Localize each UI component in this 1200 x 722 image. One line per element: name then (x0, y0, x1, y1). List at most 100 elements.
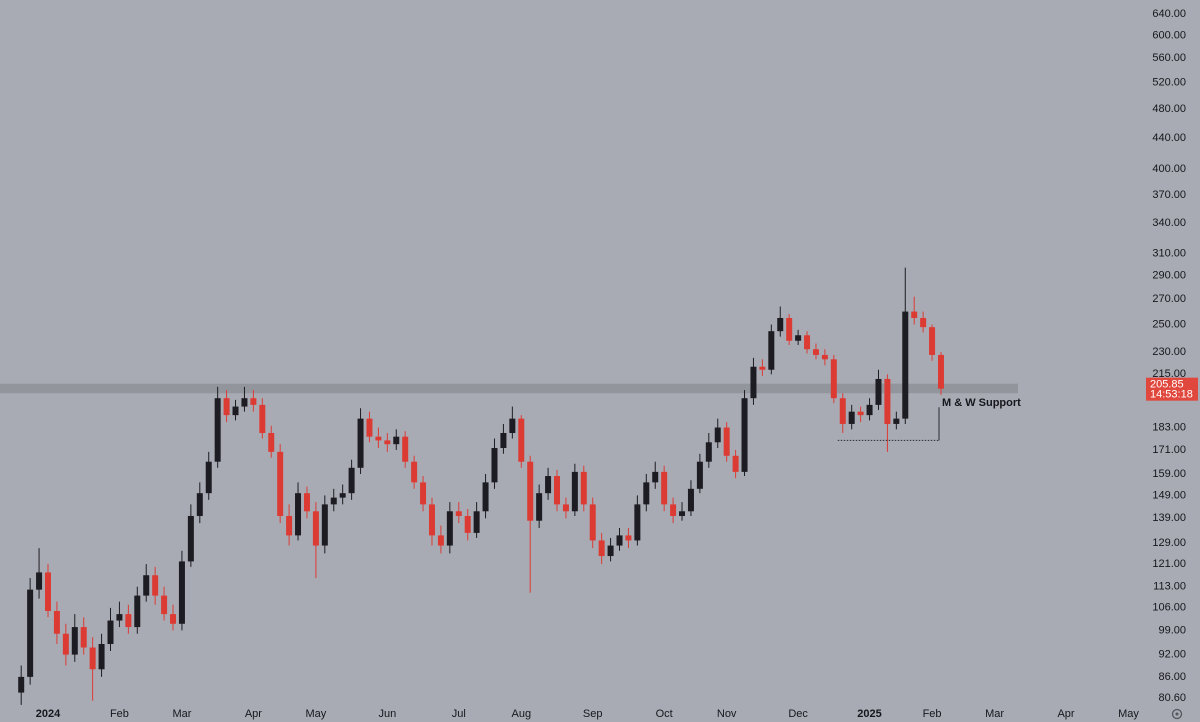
countdown: 14:53:18 (1150, 389, 1193, 401)
candle-body (71, 627, 78, 655)
candle-body (670, 504, 677, 516)
y-tick-label: 560.00 (1152, 52, 1186, 64)
candle-body (384, 440, 391, 445)
y-tick-label: 310.00 (1152, 247, 1186, 259)
y-tick-label: 149.00 (1152, 489, 1186, 501)
candle-body (812, 349, 819, 355)
candle-body (196, 493, 203, 516)
y-tick-label: 183.00 (1152, 421, 1186, 433)
candle-body (303, 493, 310, 512)
candle-body (187, 515, 194, 562)
y-tick-label: 520.00 (1152, 77, 1186, 89)
candle-body (178, 561, 185, 624)
candle-body (571, 471, 578, 512)
candle-body (36, 572, 43, 590)
x-tick-label: Feb (110, 708, 129, 720)
candle-body (750, 366, 757, 399)
candle-body (232, 406, 239, 416)
candle-body (875, 378, 882, 405)
candle-body (89, 647, 96, 670)
y-tick-label: 86.00 (1158, 671, 1186, 683)
candle-body (848, 411, 855, 424)
y-tick-label: 270.00 (1152, 293, 1186, 305)
candle-body (607, 545, 614, 557)
settings-icon[interactable] (1171, 708, 1183, 720)
candle-body (893, 418, 900, 424)
candle-body (902, 311, 909, 419)
candle-body (437, 535, 444, 546)
candle-body (250, 398, 257, 405)
candle-body (62, 633, 69, 655)
y-tick-label: 640.00 (1152, 8, 1186, 20)
x-tick-label: Feb (923, 708, 942, 720)
y-tick-label: 139.00 (1152, 512, 1186, 524)
candle-body (455, 511, 462, 516)
candle-body (134, 595, 141, 628)
candle-body (27, 589, 34, 677)
candle-body (446, 511, 453, 546)
candle-body (741, 398, 748, 472)
candle-body (366, 418, 373, 437)
y-tick-label: 440.00 (1152, 132, 1186, 144)
candle-body (357, 418, 364, 468)
candle-body (679, 511, 686, 516)
candle-body (53, 610, 60, 634)
candle-body (857, 411, 864, 416)
candle-body (777, 317, 784, 332)
candle-body (723, 427, 730, 456)
candle-body (402, 436, 409, 462)
candle-body (536, 493, 543, 521)
y-tick-label: 106.00 (1152, 602, 1186, 614)
candle-body (786, 317, 793, 341)
y-tick-label: 290.00 (1152, 269, 1186, 281)
candle-body (259, 404, 266, 433)
candle-body (107, 620, 114, 645)
x-tick-label: Aug (511, 708, 531, 720)
candle-body (598, 540, 605, 557)
y-tick-label: 129.00 (1152, 537, 1186, 549)
y-tick-label: 230.00 (1152, 346, 1186, 358)
candle-body (348, 467, 355, 494)
candle-body (277, 451, 284, 516)
x-tick-label: Mar (985, 708, 1004, 720)
candle-body (18, 676, 25, 693)
candle-body (714, 427, 721, 443)
candle-body (205, 461, 212, 494)
candle-body (732, 455, 739, 472)
candle-body (491, 448, 498, 483)
candle-body (687, 488, 694, 512)
candle-body (580, 471, 587, 505)
y-tick-label: 480.00 (1152, 103, 1186, 115)
candle-body (286, 515, 293, 536)
y-tick-label: 121.00 (1152, 558, 1186, 570)
candle-body (321, 504, 328, 546)
x-tick-label: May (1118, 708, 1139, 720)
y-tick-label: 400.00 (1152, 163, 1186, 175)
y-tick-label: 80.60 (1158, 692, 1186, 704)
candle-body (759, 366, 766, 370)
candle-body (884, 378, 891, 424)
y-tick-label: 215.00 (1152, 368, 1186, 380)
x-tick-label: 2024 (36, 708, 61, 720)
candle-body (625, 535, 632, 541)
x-tick-label: Sep (583, 708, 603, 720)
x-tick-label: Jul (452, 708, 466, 720)
candle-body (589, 504, 596, 541)
candle-body (295, 493, 302, 536)
candle-body (411, 461, 418, 483)
candle-body (911, 311, 918, 318)
candle-body (152, 575, 159, 596)
y-tick-label: 250.00 (1152, 318, 1186, 330)
candle-body (330, 497, 337, 505)
y-tick-label: 92.00 (1158, 649, 1186, 661)
candle-body (696, 461, 703, 489)
x-tick-label: Dec (788, 708, 808, 720)
y-tick-label: 159.00 (1152, 468, 1186, 480)
x-tick-label: Apr (245, 708, 262, 720)
y-tick-label: 99.00 (1158, 624, 1186, 636)
candle-body (339, 493, 346, 498)
candle-body (643, 482, 650, 505)
candle-body (482, 482, 489, 512)
candle-body (268, 432, 275, 452)
candle-body (393, 436, 400, 445)
